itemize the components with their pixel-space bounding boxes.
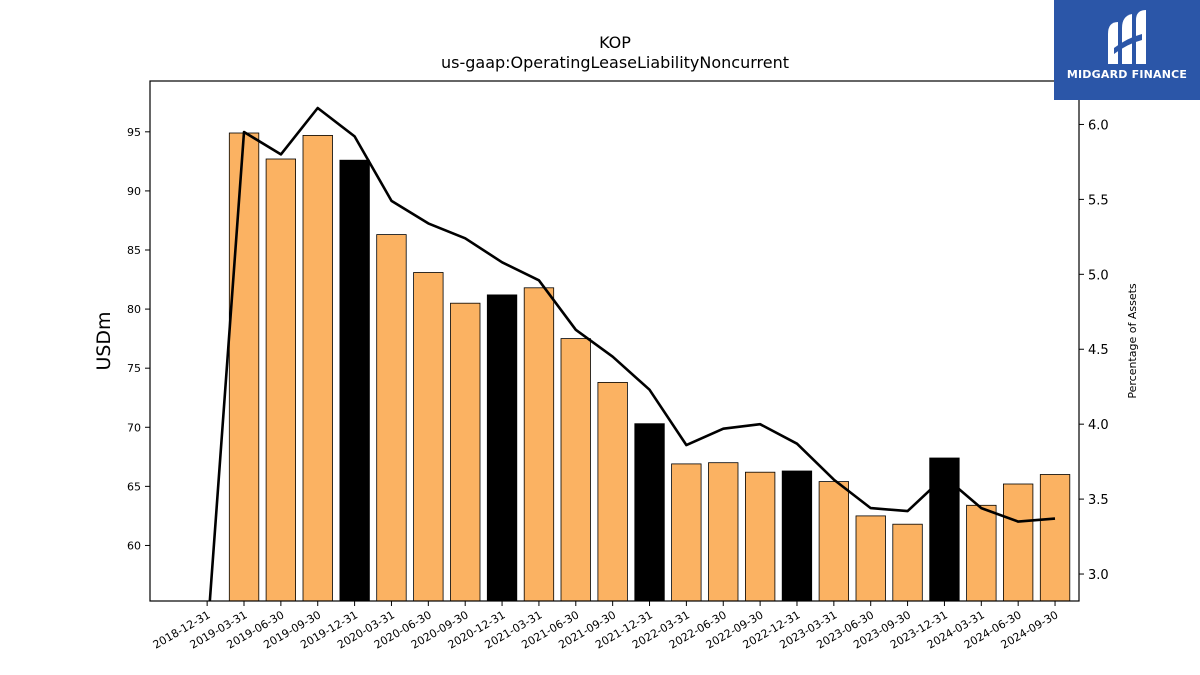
bar-2021-12-31 <box>634 423 665 602</box>
y2-tick-label: 3.0 <box>1088 568 1109 583</box>
brand-logo: MIDGARD FINANCE <box>1054 0 1200 100</box>
y-axis-left: 60 65 70 75 80 85 90 95 <box>127 126 150 552</box>
bar-2022-03-31 <box>671 463 702 602</box>
y-tick-label: 70 <box>127 421 141 434</box>
bar-2021-03-31 <box>523 287 555 602</box>
bar-2023-09-30 <box>892 523 923 602</box>
bar-2020-09-30 <box>450 302 481 602</box>
bar-2020-06-30 <box>413 272 444 602</box>
bar-2024-09-30 <box>1039 474 1071 602</box>
y-tick-label: 65 <box>127 480 141 493</box>
plot-frame <box>149 80 1080 602</box>
y2-tick-label: 4.0 <box>1088 418 1109 433</box>
y-tick-label: 85 <box>127 244 141 257</box>
bar-2024-03-31 <box>966 504 997 602</box>
bar-2023-03-31 <box>818 481 849 602</box>
y2-tick-label: 5.0 <box>1088 268 1109 283</box>
y-tick-label: 95 <box>127 126 141 139</box>
bar-2023-06-30 <box>855 515 886 602</box>
bar-2021-09-30 <box>597 381 628 602</box>
bar-2019-06-30 <box>265 158 297 602</box>
bar-2021-06-30 <box>560 338 591 602</box>
y-axis-right: 3.0 3.5 4.0 4.5 5.0 5.5 6.0 <box>1079 118 1109 583</box>
bar-2019-12-31 <box>339 159 370 602</box>
bar-2022-12-31 <box>781 470 813 602</box>
bar-2020-03-31 <box>376 234 407 602</box>
y2-tick-label: 4.5 <box>1088 343 1109 358</box>
bar-2020-12-31 <box>486 294 518 602</box>
bar-2019-03-31 <box>228 132 260 602</box>
y-tick-label: 80 <box>127 303 141 316</box>
bar-group <box>228 132 1071 602</box>
y2-axis-label: Percentage of Assets <box>1126 283 1139 399</box>
bar-2022-09-30 <box>745 471 776 602</box>
x-axis: 2018-12-312019-03-312019-06-302019-09-30… <box>151 601 1061 652</box>
bar-2023-12-31 <box>929 457 960 602</box>
chart-title: KOP <box>599 33 631 52</box>
logo-text: MIDGARD FINANCE <box>1066 68 1188 81</box>
y2-tick-label: 5.5 <box>1088 193 1109 208</box>
y-axis-label: USDm <box>93 311 115 370</box>
chart-subtitle: us-gaap:OperatingLeaseLiabilityNoncurren… <box>441 53 789 72</box>
y-tick-label: 75 <box>127 362 141 375</box>
y2-tick-label: 6.0 <box>1088 118 1109 133</box>
y-tick-label: 60 <box>127 539 141 552</box>
line-series-percentage <box>208 106 1056 601</box>
y2-tick-label: 3.5 <box>1088 493 1109 508</box>
logo-mark-icon <box>1108 10 1146 64</box>
bar-2022-06-30 <box>708 462 739 602</box>
bar-2024-06-30 <box>1003 483 1034 602</box>
y-tick-label: 90 <box>127 185 141 198</box>
bar-2019-09-30 <box>302 134 333 602</box>
line-group <box>208 106 1056 601</box>
